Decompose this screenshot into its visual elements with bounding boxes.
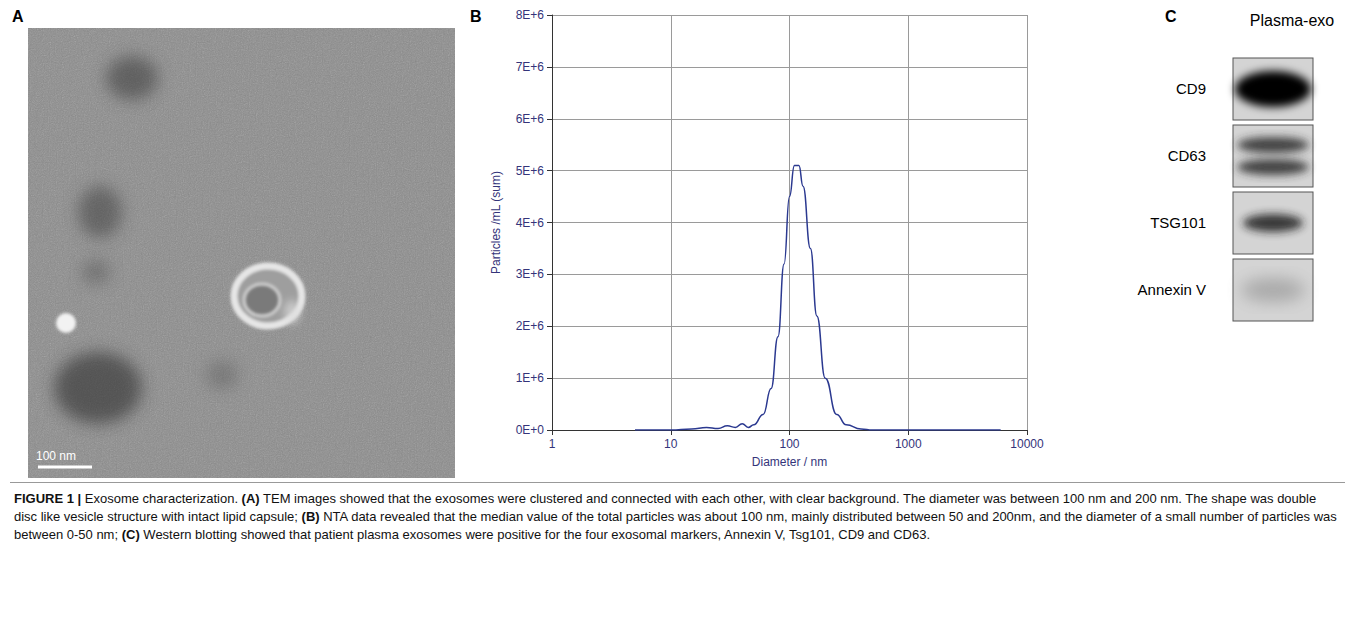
svg-text:Diameter / nm: Diameter / nm xyxy=(752,455,827,469)
svg-text:7E+6: 7E+6 xyxy=(516,60,545,74)
svg-text:Plasma-exo: Plasma-exo xyxy=(1250,12,1335,29)
svg-text:6E+6: 6E+6 xyxy=(516,112,545,126)
svg-text:1E+6: 1E+6 xyxy=(516,371,545,385)
svg-text:Particles /mL (sum): Particles /mL (sum) xyxy=(489,171,503,274)
svg-text:4E+6: 4E+6 xyxy=(516,216,545,230)
svg-text:1: 1 xyxy=(549,437,556,451)
svg-text:8E+6: 8E+6 xyxy=(516,8,545,22)
svg-text:Annexin V: Annexin V xyxy=(1138,281,1206,298)
svg-text:10000: 10000 xyxy=(1010,437,1044,451)
svg-text:TSG101: TSG101 xyxy=(1150,214,1206,231)
html-text:FIGURE 1 | Exosome characteriz: FIGURE 1 | Exosome characterization. (A)… xyxy=(14,491,1337,542)
svg-text:B: B xyxy=(470,8,482,25)
svg-text:C: C xyxy=(1165,8,1177,25)
svg-text:3E+6: 3E+6 xyxy=(516,267,545,281)
svg-text:0E+0: 0E+0 xyxy=(516,423,545,437)
svg-text:2E+6: 2E+6 xyxy=(516,319,545,333)
svg-text:1000: 1000 xyxy=(895,437,922,451)
svg-text:CD63: CD63 xyxy=(1168,147,1206,164)
svg-text:A: A xyxy=(12,8,24,25)
svg-text:5E+6: 5E+6 xyxy=(516,164,545,178)
svg-text:100: 100 xyxy=(779,437,799,451)
svg-text:100 nm: 100 nm xyxy=(36,449,76,463)
svg-text:10: 10 xyxy=(664,437,678,451)
svg-text:CD9: CD9 xyxy=(1176,80,1206,97)
